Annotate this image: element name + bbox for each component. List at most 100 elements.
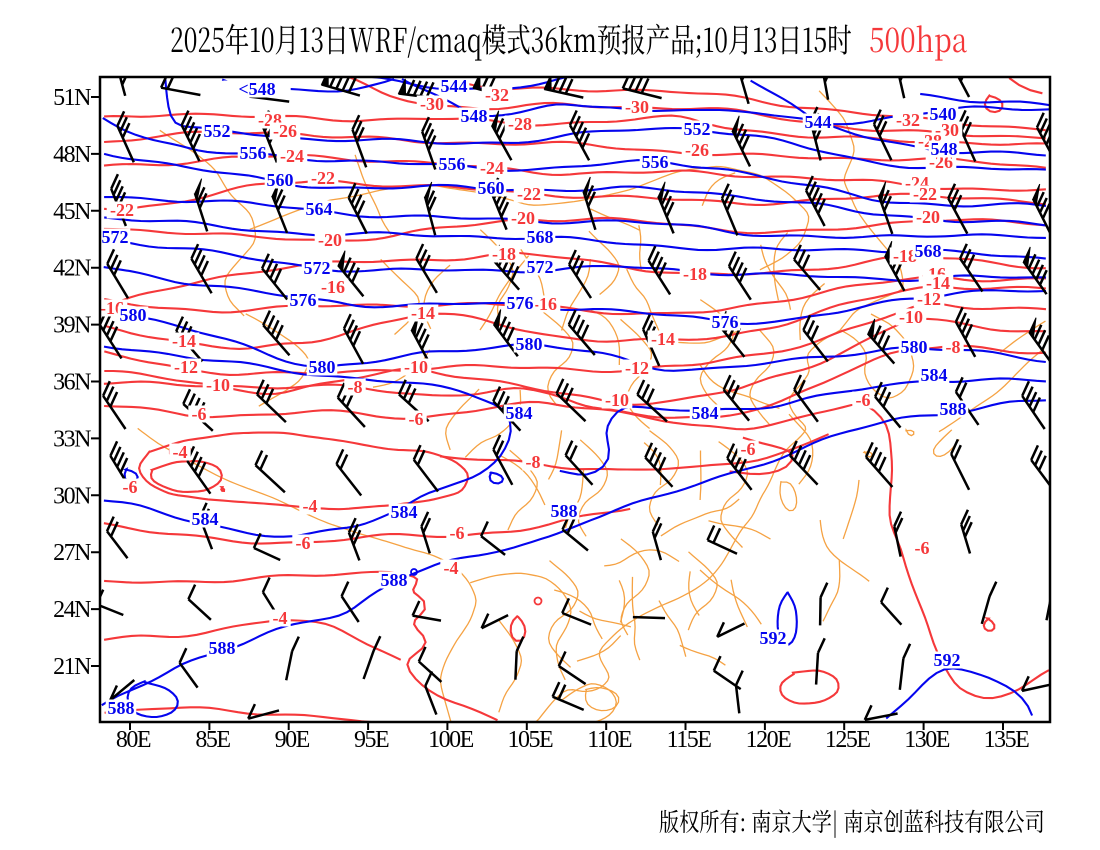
svg-text:130E: 130E [904, 727, 950, 753]
svg-text:-22: -22 [517, 184, 541, 204]
svg-text:135E: 135E [984, 727, 1030, 753]
svg-text:-22: -22 [913, 184, 937, 204]
svg-text:-6: -6 [450, 523, 465, 543]
svg-text:30N: 30N [53, 483, 91, 509]
svg-text:-22: -22 [311, 168, 335, 188]
svg-text:568: 568 [527, 227, 554, 247]
svg-text:-20: -20 [916, 207, 940, 227]
svg-text:-20: -20 [511, 208, 535, 228]
svg-text:-10: -10 [206, 375, 230, 395]
svg-text:588: 588 [209, 638, 236, 658]
svg-text:588: 588 [108, 698, 135, 718]
svg-text:552: 552 [684, 119, 711, 139]
svg-text:-6: -6 [915, 538, 930, 558]
svg-text:592: 592 [934, 650, 961, 670]
svg-text:584: 584 [506, 403, 533, 423]
svg-text:568: 568 [915, 241, 942, 261]
svg-text:580: 580 [901, 337, 928, 357]
svg-text:-26: -26 [273, 121, 297, 141]
svg-text:-26: -26 [685, 140, 709, 160]
svg-text:584: 584 [391, 502, 418, 522]
svg-text:39N: 39N [53, 313, 91, 339]
svg-text:51N: 51N [53, 85, 91, 111]
svg-text:-6: -6 [192, 404, 207, 424]
svg-text:-14: -14 [926, 273, 950, 293]
svg-text:552: 552 [204, 121, 231, 141]
svg-text:592: 592 [760, 628, 787, 648]
svg-text:-4: -4 [303, 496, 318, 516]
svg-text:-24: -24 [280, 146, 304, 166]
svg-text:-12: -12 [625, 358, 649, 378]
svg-text:27N: 27N [53, 540, 91, 566]
svg-text:<548: <548 [238, 79, 275, 99]
svg-text:560: 560 [478, 178, 505, 198]
svg-text:21N: 21N [53, 654, 91, 680]
svg-text:95E: 95E [354, 727, 389, 753]
svg-text:-12: -12 [917, 289, 941, 309]
svg-text:-8: -8 [348, 377, 363, 397]
svg-text:584: 584 [192, 509, 219, 529]
svg-text:576: 576 [290, 290, 317, 310]
svg-text:-14: -14 [411, 303, 435, 323]
svg-text:-10: -10 [404, 357, 428, 377]
svg-text:90E: 90E [275, 727, 310, 753]
svg-text:-18: -18 [492, 244, 516, 264]
svg-text:42N: 42N [53, 256, 91, 282]
svg-text:580: 580 [309, 357, 336, 377]
svg-text:548: 548 [931, 139, 958, 159]
svg-text:556: 556 [642, 152, 669, 172]
svg-text:115E: 115E [667, 727, 712, 753]
svg-text:544: 544 [805, 112, 832, 132]
svg-text:-16: -16 [533, 294, 557, 314]
svg-text:-14: -14 [172, 331, 196, 351]
svg-text:-4: -4 [273, 608, 288, 628]
svg-text:80E: 80E [116, 727, 151, 753]
svg-text:580: 580 [120, 305, 147, 325]
svg-text:100E: 100E [428, 727, 474, 753]
svg-text:544: 544 [441, 76, 468, 96]
svg-text:36N: 36N [53, 370, 91, 396]
svg-text:576: 576 [712, 312, 739, 332]
svg-text:-18: -18 [683, 264, 707, 284]
svg-text:-22: -22 [110, 200, 134, 220]
svg-text:-8: -8 [946, 337, 961, 357]
svg-text:-30: -30 [625, 97, 649, 117]
svg-text:-10: -10 [605, 390, 629, 410]
svg-text:572: 572 [102, 227, 129, 247]
svg-text:-20: -20 [318, 230, 342, 250]
svg-text:-8: -8 [526, 452, 541, 472]
svg-text:588: 588 [381, 570, 408, 590]
svg-text:-6: -6 [296, 533, 311, 553]
svg-text:584: 584 [692, 403, 719, 423]
svg-text:588: 588 [551, 501, 578, 521]
svg-text:-6: -6 [856, 390, 871, 410]
svg-text:540: 540 [930, 104, 957, 124]
svg-text:125E: 125E [825, 727, 871, 753]
svg-text:-6: -6 [123, 477, 138, 497]
svg-text:-24: -24 [480, 158, 504, 178]
svg-text:556: 556 [439, 154, 466, 174]
svg-text:-14: -14 [651, 329, 675, 349]
svg-text:556: 556 [240, 143, 267, 163]
svg-text:-32: -32 [485, 85, 509, 105]
svg-text:588: 588 [940, 399, 967, 419]
svg-text:584: 584 [921, 365, 948, 385]
svg-text:572: 572 [304, 258, 331, 278]
svg-text:-32: -32 [896, 110, 920, 130]
svg-text:48N: 48N [53, 142, 91, 168]
svg-text:120E: 120E [746, 727, 792, 753]
svg-text:-30: -30 [420, 94, 444, 114]
svg-text:576: 576 [507, 293, 534, 313]
svg-text:45N: 45N [53, 199, 91, 225]
svg-text:-4: -4 [173, 442, 188, 462]
svg-text:-28: -28 [508, 114, 532, 134]
svg-text:572: 572 [527, 257, 554, 277]
svg-text:548: 548 [461, 106, 488, 126]
svg-text:560: 560 [267, 170, 294, 190]
svg-text:-16: -16 [321, 277, 345, 297]
svg-text:580: 580 [516, 334, 543, 354]
svg-text:105E: 105E [507, 727, 553, 753]
svg-text:33N: 33N [53, 426, 91, 452]
svg-text:24N: 24N [53, 597, 91, 623]
svg-text:-18: -18 [893, 246, 917, 266]
